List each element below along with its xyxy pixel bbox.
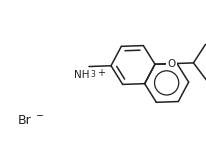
- Text: +: +: [97, 67, 105, 78]
- Text: NH: NH: [74, 70, 89, 79]
- Text: −: −: [36, 111, 44, 121]
- Text: Br: Br: [18, 114, 32, 127]
- Text: 3: 3: [90, 70, 95, 79]
- Text: O: O: [167, 59, 176, 69]
